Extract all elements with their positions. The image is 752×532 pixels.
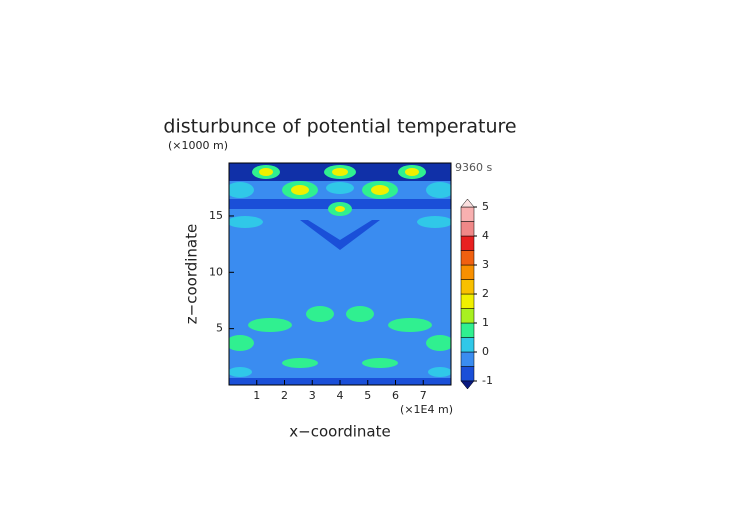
colorbar-band xyxy=(460,322,475,338)
colorbar-tick-label: 4 xyxy=(482,229,489,242)
x-tick-label: 1 xyxy=(253,389,260,402)
contour-field xyxy=(229,163,451,385)
x-tick-label: 3 xyxy=(309,389,316,402)
colorbar-band xyxy=(460,308,475,324)
y-tick-label: 15 xyxy=(209,209,223,222)
colorbar-tick-label: 5 xyxy=(482,200,489,213)
x-tick-label: 2 xyxy=(281,389,288,402)
colorbar-tick-label: -1 xyxy=(482,374,493,387)
colorbar-tick-label: 0 xyxy=(482,345,489,358)
x-tick-label: 4 xyxy=(337,389,344,402)
colorbar-band xyxy=(460,235,475,251)
x-axis-label: x−coordinate xyxy=(289,423,390,441)
y-axis-label: z−coordinate xyxy=(183,224,201,324)
x-tick-label: 6 xyxy=(392,389,399,402)
colorbar-tick-label: 3 xyxy=(482,258,489,271)
time-label: 9360 s xyxy=(455,161,492,174)
colorbar-band xyxy=(460,337,475,353)
y-tick-label: 5 xyxy=(216,322,223,335)
colorbar-band xyxy=(460,250,475,266)
colorbar-tick-label: 2 xyxy=(482,287,489,300)
y-tick-label: 10 xyxy=(209,265,223,278)
colorbar-band xyxy=(460,206,475,222)
colorbar-band xyxy=(460,293,475,309)
colorbar-band xyxy=(460,264,475,280)
x-tick-label: 7 xyxy=(420,389,427,402)
colorbar-band xyxy=(460,351,475,367)
colorbar-band xyxy=(460,279,475,295)
x-tick-label: 5 xyxy=(364,389,371,402)
colorbar-over xyxy=(460,198,475,208)
colorbar-band xyxy=(460,366,475,382)
x-unit: (×1E4 m) xyxy=(400,403,453,416)
y-unit: (×1000 m) xyxy=(168,139,228,152)
colorbar-under xyxy=(460,380,475,390)
colorbar-band xyxy=(460,221,475,237)
chart-title: disturbunce of potential temperature xyxy=(163,116,516,138)
colorbar-tick-label: 1 xyxy=(482,316,489,329)
